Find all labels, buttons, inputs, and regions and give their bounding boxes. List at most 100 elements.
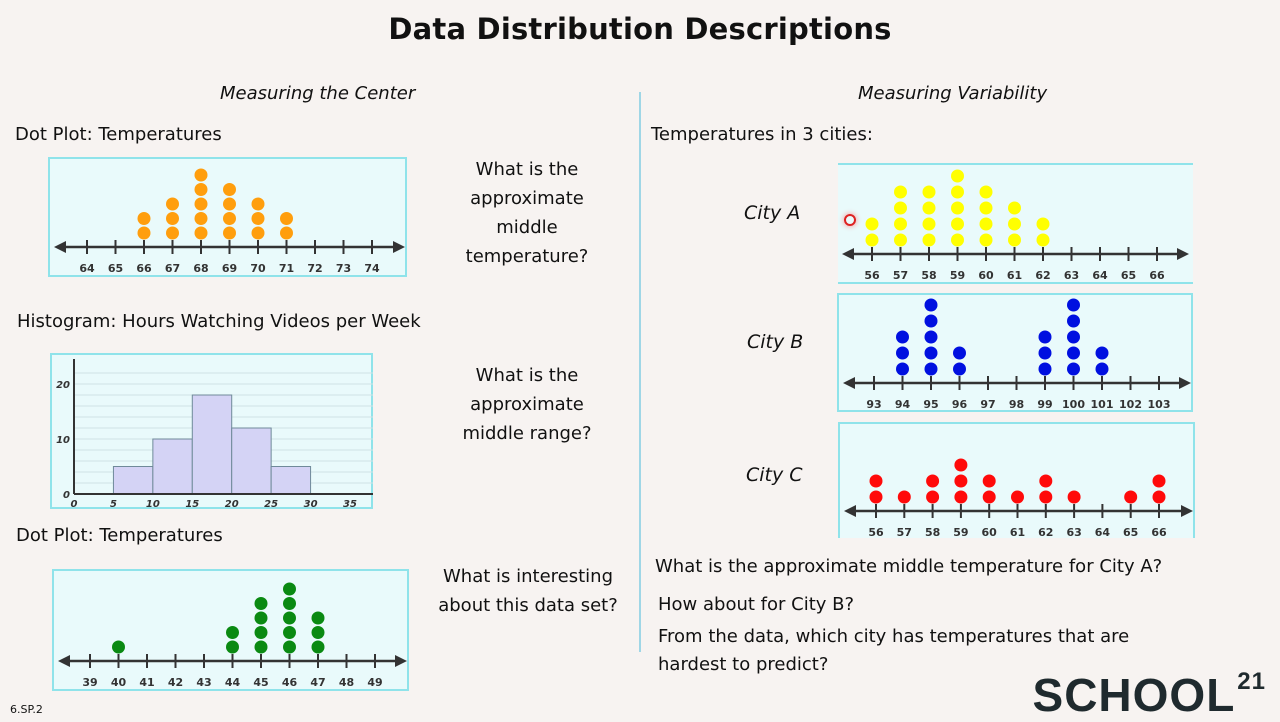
data-dot xyxy=(954,474,968,488)
data-dot xyxy=(894,201,907,215)
data-dot xyxy=(226,626,239,639)
data-dot xyxy=(1036,217,1050,231)
tick-label: 39 xyxy=(82,676,97,689)
dot-plot-1: 64 65 66 67 68 69 70 71 72 73 74 xyxy=(48,157,407,277)
data-dot xyxy=(283,611,296,625)
histogram-bar xyxy=(152,438,193,495)
city-b-svg: 93 94 95 96 97 98 99 100 101 102 103 xyxy=(843,298,1191,411)
data-dot xyxy=(254,640,268,654)
data-dot xyxy=(1038,362,1052,376)
data-dot xyxy=(896,330,909,344)
data-dot xyxy=(1067,314,1080,328)
tick-label: 44 xyxy=(225,676,241,689)
data-dot xyxy=(311,640,325,654)
city-a-svg: 56 57 58 59 60 61 62 63 64 65 66 xyxy=(842,169,1189,282)
data-dot xyxy=(1011,490,1024,504)
data-dot xyxy=(953,346,966,360)
histogram-bar xyxy=(231,427,272,495)
data-dot xyxy=(954,490,968,504)
tick-label: 49 xyxy=(367,676,382,689)
q-line: What is the xyxy=(475,365,579,386)
data-dot xyxy=(865,233,879,247)
tick-label: 57 xyxy=(893,269,908,282)
data-dot xyxy=(166,212,179,225)
tick-label: 68 xyxy=(193,262,208,275)
x-tick-label: 15 xyxy=(185,499,199,510)
data-dot xyxy=(894,217,907,231)
tick-label: 64 xyxy=(1095,526,1111,539)
tick-label: 69 xyxy=(222,262,237,275)
tick-label: 96 xyxy=(952,398,968,411)
data-dot xyxy=(1067,330,1080,344)
tick-label: 48 xyxy=(339,676,354,689)
tick-label: 56 xyxy=(868,526,884,539)
data-dot xyxy=(896,346,909,360)
histogram: 0 5 10 15 20 25 30 35 0 10 20 xyxy=(50,353,373,510)
tick-label: 65 xyxy=(1121,269,1136,282)
data-dot xyxy=(112,640,125,654)
data-dot xyxy=(280,212,293,225)
histogram-bar xyxy=(191,394,233,495)
x-tick-label: 25 xyxy=(264,499,278,510)
tick-label: 43 xyxy=(196,676,211,689)
histogram-svg: 0 5 10 15 20 25 30 35 0 10 20 xyxy=(56,359,373,510)
data-dot xyxy=(1152,474,1166,488)
axis-arrow-left xyxy=(842,248,854,260)
x-tick-label: 5 xyxy=(110,499,117,510)
tick-label: 59 xyxy=(953,526,968,539)
tick-label: 65 xyxy=(108,262,123,275)
data-dot xyxy=(1067,346,1080,360)
data-dot xyxy=(1095,346,1109,360)
axis-arrow-right xyxy=(395,655,407,667)
data-dot xyxy=(251,226,265,240)
data-dot xyxy=(1067,490,1081,504)
data-dot xyxy=(979,185,993,199)
data-dot xyxy=(223,183,236,196)
data-dot xyxy=(1008,217,1021,231)
tick-label: 65 xyxy=(1123,526,1138,539)
tick-label: 61 xyxy=(1010,526,1025,539)
q-line: hardest to predict? xyxy=(658,654,829,675)
data-dot xyxy=(1039,474,1053,488)
question-city-a: What is the approximate middle temperatu… xyxy=(655,556,1163,577)
data-dot xyxy=(194,168,208,182)
q-line: temperature? xyxy=(465,246,589,267)
tick-label: 62 xyxy=(1035,269,1050,282)
data-dot xyxy=(283,597,296,610)
data-dot xyxy=(982,474,996,488)
data-dot xyxy=(166,226,179,240)
data-dot xyxy=(1008,201,1021,215)
data-dot xyxy=(951,233,964,247)
histogram-bar xyxy=(112,466,154,495)
tick-label: 99 xyxy=(1037,398,1052,411)
logo-sup: 21 xyxy=(1237,668,1266,695)
city-b-dot-plot: 93 94 95 96 97 98 99 100 101 102 103 xyxy=(837,293,1193,412)
data-dot xyxy=(283,582,296,596)
city-a-label: City A xyxy=(744,202,801,224)
tick-label: 66 xyxy=(1151,526,1167,539)
tick-label: 63 xyxy=(1066,526,1081,539)
dot-plot-1-svg: 64 65 66 67 68 69 70 71 72 73 74 xyxy=(54,168,405,275)
tick-label: 60 xyxy=(978,269,994,282)
data-dot xyxy=(194,183,208,196)
data-dot xyxy=(951,169,964,183)
school21-logo: SCHOOL21 xyxy=(1033,668,1266,722)
q-line: What is interesting xyxy=(442,566,613,587)
data-dot xyxy=(954,458,968,472)
data-dot xyxy=(311,611,325,625)
question-middle-temperature: What is the approximate middle temperatu… xyxy=(437,155,617,271)
data-dot xyxy=(869,474,883,488)
axis-arrow-right xyxy=(393,241,405,253)
data-dot xyxy=(922,185,936,199)
data-dot xyxy=(226,640,239,654)
data-dot xyxy=(894,233,907,247)
section-measuring-variability: Measuring Variability xyxy=(858,83,1048,104)
city-a-dot-plot: 56 57 58 59 60 61 62 63 64 65 66 xyxy=(838,163,1193,284)
tick-label: 57 xyxy=(897,526,912,539)
tick-label: 46 xyxy=(282,676,298,689)
data-dot xyxy=(926,490,940,504)
data-dot xyxy=(924,314,938,328)
data-dot xyxy=(979,201,993,215)
data-dot xyxy=(924,298,938,312)
q-line: What is the xyxy=(475,159,579,180)
